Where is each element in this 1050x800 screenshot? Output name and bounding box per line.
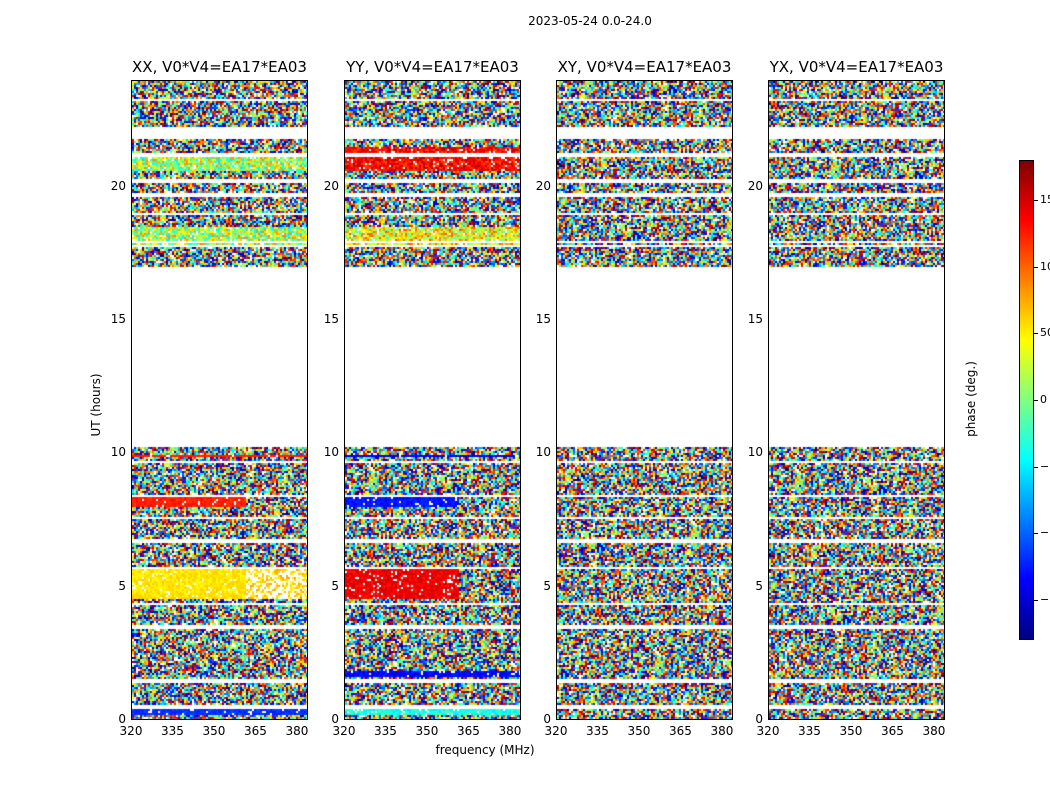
- y-tick-label: 15: [747, 312, 763, 326]
- x-tick-label: 350: [202, 724, 226, 738]
- x-tick-label: 320: [332, 724, 356, 738]
- heatmap-panel-xx: [131, 80, 308, 720]
- panel-title-yy: YY, V0*V4=EA17*EA03: [346, 58, 519, 76]
- colorbar-tick-mark: [1034, 333, 1038, 335]
- x-tick-label: 335: [161, 724, 184, 738]
- panel-title-xx: XX, V0*V4=EA17*EA03: [132, 58, 307, 76]
- panel-title-xy: XY, V0*V4=EA17*EA03: [557, 58, 732, 76]
- x-tick-label: 365: [669, 724, 692, 738]
- y-tick-label: 5: [543, 578, 551, 593]
- heatmap-panel-yx: [768, 80, 945, 720]
- colorbar-tick-label: 150: [1040, 193, 1050, 206]
- y-tick-label: 20: [747, 178, 763, 193]
- x-tick-label: 320: [544, 724, 568, 738]
- heatmap-cells-xy: [557, 81, 732, 719]
- y-tick-label: 15: [535, 312, 551, 326]
- colorbar-label: phase (deg.): [964, 361, 978, 437]
- y-tick-label: 0: [118, 712, 126, 726]
- x-tick-label: 365: [244, 724, 267, 738]
- heatmap-panel-yy: [344, 80, 521, 720]
- y-tick-label: 10: [110, 445, 126, 460]
- heatmap-cells-xx: [132, 81, 307, 719]
- x-axis-label: frequency (MHz): [435, 743, 535, 757]
- colorbar-tick-mark: [1034, 466, 1038, 468]
- y-tick-label: 20: [323, 178, 339, 193]
- y-tick-label: 0: [755, 712, 763, 726]
- y-tick-label: 10: [747, 445, 763, 460]
- colorbar-tick-mark: [1034, 266, 1038, 268]
- colorbar-tick-label: 100: [1040, 259, 1050, 273]
- y-tick-label: 10: [535, 445, 551, 460]
- y-tick-label: 5: [118, 578, 126, 593]
- colorbar-tick-label: −50: [1040, 459, 1050, 473]
- x-tick-label: 350: [415, 724, 439, 738]
- y-tick-label: 20: [110, 178, 126, 193]
- y-tick-label: 5: [331, 578, 339, 593]
- x-tick-label: 335: [374, 724, 397, 738]
- colorbar-tick-label: −100: [1040, 526, 1050, 540]
- y-tick-label: 15: [110, 312, 126, 326]
- x-tick-label: 380: [922, 724, 946, 738]
- heatmap-cells-yy: [345, 81, 520, 719]
- colorbar-tick-label: 50: [1040, 326, 1050, 340]
- y-tick-label: 10: [323, 445, 339, 460]
- panel-title-yx: YX, V0*V4=EA17*EA03: [769, 58, 944, 76]
- x-tick-label: 380: [285, 724, 309, 738]
- x-tick-label: 350: [839, 724, 863, 738]
- colorbar-tick-mark: [1034, 533, 1038, 535]
- y-tick-label: 0: [543, 712, 551, 726]
- y-tick-label: 0: [331, 712, 339, 726]
- figure-title: 2023-05-24 0.0-24.0: [528, 14, 652, 28]
- y-tick-label: 5: [755, 578, 763, 593]
- y-tick-label: 20: [535, 178, 551, 193]
- colorbar-tick-label: −150: [1040, 593, 1050, 606]
- heatmap-panel-xy: [556, 80, 733, 720]
- colorbar: [1019, 160, 1034, 640]
- colorbar-tick-label: 0: [1040, 393, 1047, 406]
- y-axis-label: UT (hours): [89, 373, 103, 437]
- x-tick-label: 380: [710, 724, 734, 738]
- x-tick-label: 365: [881, 724, 904, 738]
- y-tick-label: 15: [323, 312, 339, 326]
- colorbar-tick-mark: [1034, 600, 1038, 601]
- colorbar-tick-mark: [1034, 200, 1038, 201]
- x-tick-label: 320: [119, 724, 143, 738]
- x-tick-label: 380: [498, 724, 522, 738]
- colorbar-tick-mark: [1034, 400, 1038, 401]
- x-tick-label: 320: [756, 724, 780, 738]
- x-tick-label: 335: [586, 724, 609, 738]
- x-tick-label: 365: [457, 724, 480, 738]
- x-tick-label: 335: [798, 724, 821, 738]
- x-tick-label: 350: [627, 724, 651, 738]
- heatmap-cells-yx: [769, 81, 944, 719]
